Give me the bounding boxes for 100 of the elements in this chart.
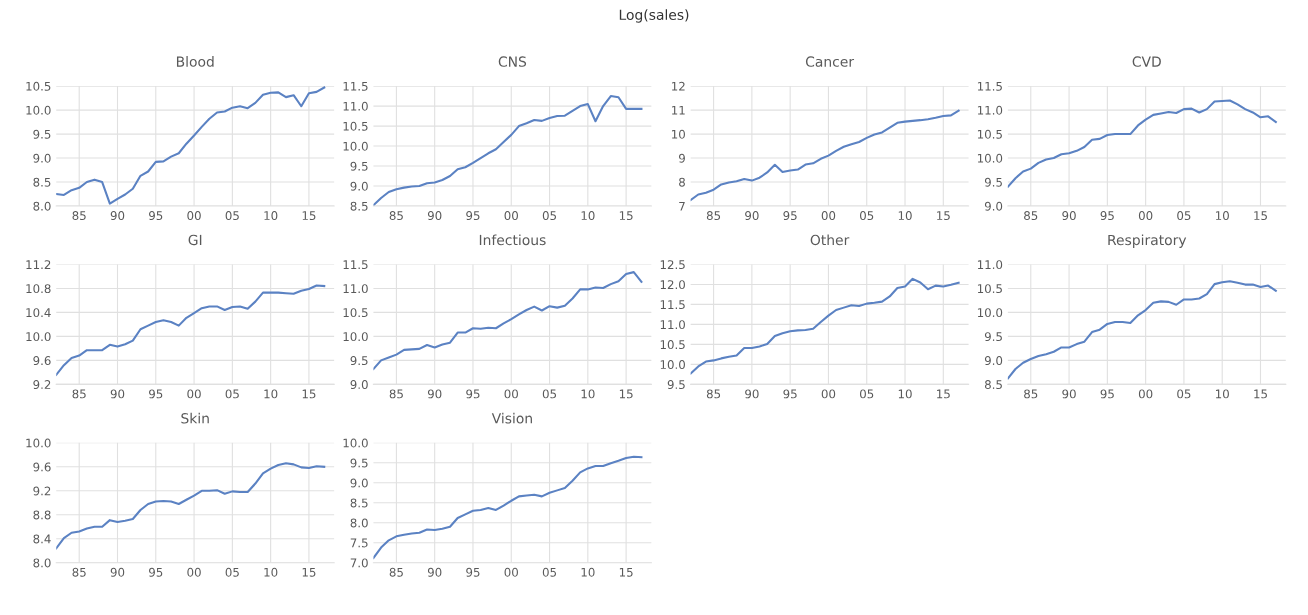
x-tick-label: 95	[1100, 389, 1114, 399]
x-tick-label: 90	[1062, 211, 1076, 221]
y-tick-label: 8	[679, 177, 685, 187]
x-tick-label: 15	[302, 389, 316, 399]
y-tick-label: 12	[672, 81, 685, 91]
x-tick-label: 95	[783, 211, 797, 221]
y-tick-label: 9.6	[33, 462, 51, 472]
y-tick-label: 9.5	[350, 458, 368, 468]
x-tick-label: 05	[542, 211, 557, 221]
y-tick-label: 11.0	[343, 101, 368, 111]
y-tick-label: 9.0	[350, 478, 368, 488]
x-tick-label: 05	[542, 389, 557, 399]
y-tick-label: 9.2	[33, 380, 51, 390]
y-tick-label: 10.0	[977, 153, 1003, 163]
x-tick-label: 95	[149, 211, 163, 221]
chart-title: Other	[810, 234, 850, 246]
chart-title: CVD	[1132, 56, 1161, 67]
x-tick-label: 90	[110, 211, 125, 221]
y-tick-label: 7.0	[350, 558, 368, 568]
x-tick-label: 10	[581, 389, 595, 399]
y-tick-label: 9.5	[984, 332, 1002, 342]
x-tick-label: 85	[389, 389, 403, 399]
chart-title: Vision	[491, 412, 532, 424]
x-tick-label: 95	[466, 211, 480, 221]
y-tick-label: 10.5	[26, 81, 51, 91]
x-tick-label: 00	[187, 211, 201, 221]
chart-title: GI	[188, 234, 202, 246]
y-tick-label: 7.5	[350, 538, 368, 548]
x-tick-label: 05	[225, 567, 239, 577]
y-tick-label: 9.2	[33, 486, 51, 496]
y-tick-label: 9.0	[33, 153, 51, 163]
x-tick-label: 90	[110, 389, 125, 399]
y-tick-label: 9.0	[350, 181, 368, 191]
y-tick-label: 9.0	[984, 356, 1003, 366]
y-tick-label: 10.5	[977, 284, 1002, 294]
y-tick-label: 10.5	[343, 121, 368, 131]
chart-title: Cancer	[805, 56, 855, 67]
y-tick-label: 10.8	[26, 284, 51, 294]
x-tick-label: 10	[264, 389, 278, 399]
y-tick-label: 10.5	[977, 129, 1002, 139]
x-tick-label: 10	[898, 211, 912, 221]
y-tick-label: 8.5	[33, 177, 51, 187]
x-tick-label: 85	[1024, 211, 1038, 221]
y-tick-label: 12.0	[660, 280, 685, 290]
chart-title: Skin	[181, 412, 209, 424]
x-tick-label: 85	[72, 389, 86, 399]
y-tick-label: 10.0	[660, 360, 685, 370]
x-tick-label: 15	[619, 211, 633, 221]
y-tick-label: 8.5	[984, 380, 1002, 390]
x-tick-label: 90	[427, 567, 442, 577]
x-tick-label: 05	[225, 389, 239, 399]
x-tick-label: 00	[504, 389, 518, 399]
y-tick-label: 9.0	[350, 380, 368, 390]
x-tick-label: 95	[149, 567, 163, 577]
x-tick-label: 85	[706, 389, 721, 399]
x-tick-label: 00	[1138, 389, 1153, 399]
y-tick-label: 12.5	[660, 260, 685, 270]
y-tick-label: 8.0	[33, 201, 51, 211]
x-tick-label: 10	[1216, 211, 1229, 221]
y-tick-label: 8.5	[350, 498, 368, 508]
x-tick-label: 90	[427, 389, 442, 399]
line-series	[1007, 280, 1277, 380]
x-tick-label: 10	[581, 211, 595, 221]
text: Log(sales)	[619, 9, 689, 23]
x-tick-label: 85	[706, 211, 721, 221]
x-tick-label: 00	[821, 389, 836, 399]
y-tick-label: 9.5	[350, 356, 368, 366]
x-tick-label: 05	[225, 211, 239, 221]
line-series	[1007, 99, 1277, 188]
x-tick-label: 90	[1062, 389, 1076, 399]
line-series	[373, 271, 643, 371]
y-tick-label: 10.0	[26, 105, 51, 115]
x-tick-label: 00	[187, 567, 201, 577]
chart-title: Respiratory	[1108, 234, 1187, 248]
y-tick-label: 10.5	[660, 340, 685, 350]
y-tick-label: 8.0	[33, 558, 51, 568]
x-tick-label: 15	[619, 567, 633, 577]
y-tick-label: 9.5	[350, 161, 368, 171]
x-tick-label: 90	[745, 389, 759, 399]
y-tick-label: 11.5	[660, 300, 685, 310]
y-tick-label: 10.0	[977, 308, 1003, 318]
line-series	[690, 109, 960, 202]
y-tick-label: 8.8	[33, 510, 51, 520]
x-tick-label: 10	[264, 567, 278, 577]
y-tick-label: 10.0	[26, 438, 51, 448]
y-tick-label: 9.6	[33, 356, 51, 366]
y-tick-label: 9.5	[33, 129, 51, 139]
x-tick-label: 05	[1177, 211, 1191, 221]
x-tick-label: 15	[937, 211, 950, 221]
y-tick-label: 11.0	[660, 320, 685, 330]
x-tick-label: 15	[1254, 211, 1267, 221]
y-tick-label: 11.0	[343, 284, 368, 294]
x-tick-label: 05	[860, 211, 874, 221]
chart-title: Blood	[176, 56, 214, 67]
x-tick-label: 15	[937, 389, 950, 399]
y-tick-label: 10.4	[26, 308, 51, 318]
x-tick-label: 95	[1100, 211, 1114, 221]
line-series	[373, 455, 643, 559]
y-tick-label: 8.0	[350, 518, 368, 528]
x-tick-label: 15	[1254, 389, 1267, 399]
